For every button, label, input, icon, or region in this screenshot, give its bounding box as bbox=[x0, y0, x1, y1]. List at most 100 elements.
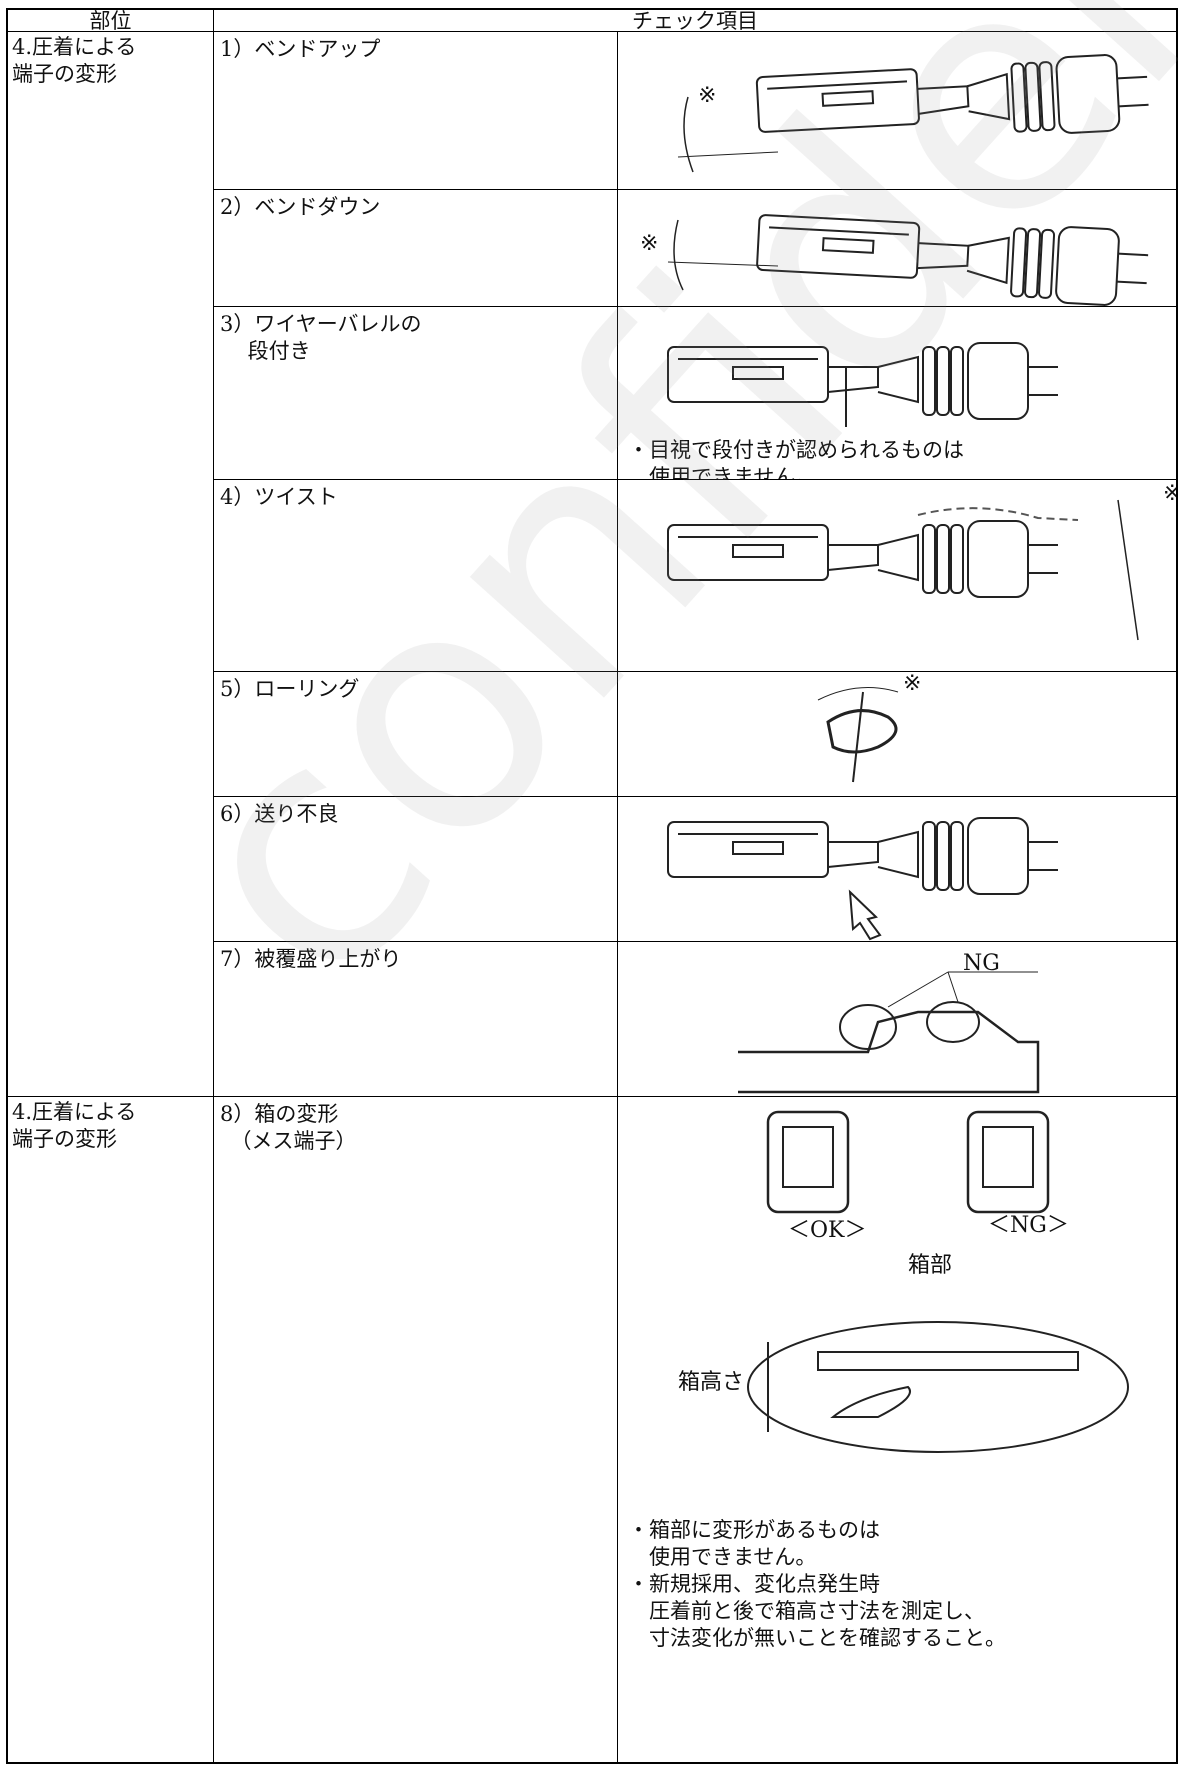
shape bbox=[917, 85, 970, 115]
shape bbox=[827, 841, 879, 868]
figure bbox=[738, 971, 1040, 1094]
shape bbox=[926, 1001, 980, 1043]
figure-cell: ※ bbox=[618, 672, 1176, 797]
item-cell: 2）ベンドダウン bbox=[214, 190, 618, 307]
shape bbox=[1010, 62, 1028, 133]
figure bbox=[747, 1110, 1129, 1453]
figure-cell: ※ bbox=[618, 32, 1176, 190]
shape bbox=[877, 830, 919, 879]
note-text: ・新規採用、変化点発生時 bbox=[628, 1572, 880, 1596]
figure-label: ※ bbox=[698, 83, 717, 108]
figure-cell: ・目視で段付きが認められるものは 使用できません。 bbox=[618, 307, 1176, 480]
figure-label: ＜OK＞ bbox=[788, 1218, 867, 1243]
figure-cell: ＜OK＞ ＜NG＞ 箱部箱高さ・箱部に変形があるものは 使用できません。・新規採用、… bbox=[618, 1097, 1176, 1764]
shape bbox=[950, 346, 964, 416]
shape bbox=[922, 524, 936, 594]
shape bbox=[1038, 228, 1056, 299]
shape bbox=[839, 1004, 897, 1050]
shape bbox=[827, 366, 879, 393]
part-text: 端子の変形 bbox=[12, 62, 117, 86]
shape bbox=[950, 821, 964, 891]
item-text: 1）ベンドアップ bbox=[220, 37, 381, 61]
note-text: 寸法変化が無いことを確認すること。 bbox=[628, 1626, 1006, 1650]
item-text: 段付き bbox=[220, 339, 311, 363]
part-cell: 4.圧着による 端子の変形 bbox=[8, 1097, 214, 1764]
shape bbox=[667, 524, 829, 581]
shape bbox=[738, 1010, 1040, 1094]
shape bbox=[667, 342, 1058, 420]
note-text: 圧着前と後で箱高さ寸法を測定し、 bbox=[628, 1599, 985, 1623]
shape bbox=[950, 524, 964, 594]
shape bbox=[1116, 280, 1147, 285]
item-cell: 3）ワイヤーバレルの 段付き bbox=[214, 307, 618, 480]
shape bbox=[821, 237, 875, 254]
item-text: （メス端子） bbox=[220, 1129, 357, 1153]
figure-label: ※ bbox=[1163, 480, 1176, 507]
shape bbox=[982, 1126, 1034, 1188]
figure bbox=[677, 54, 1149, 173]
shape bbox=[848, 889, 882, 941]
shape bbox=[767, 80, 908, 90]
header-check: チェック項目 bbox=[214, 10, 1176, 32]
shape bbox=[755, 68, 920, 133]
shape bbox=[1010, 227, 1028, 298]
item-cell: 8）箱の変形 （メス端子） bbox=[214, 1097, 618, 1764]
shape bbox=[922, 821, 936, 891]
note-text: 使用できません。 bbox=[628, 465, 817, 480]
shape bbox=[667, 346, 829, 403]
item-cell: 6）送り不良 bbox=[214, 797, 618, 942]
shape bbox=[1118, 252, 1149, 257]
shape bbox=[1055, 226, 1120, 306]
figure-cell: ※ bbox=[618, 190, 1176, 307]
shape bbox=[673, 219, 684, 291]
figure-label: 箱部 bbox=[908, 1252, 953, 1279]
note-text: ・箱部に変形があるものは bbox=[628, 1518, 880, 1542]
item-text: 3）ワイヤーバレルの bbox=[220, 312, 422, 336]
shape bbox=[1024, 61, 1042, 132]
shape bbox=[917, 242, 970, 270]
shape bbox=[817, 1351, 1079, 1371]
figure-cell: ※ bbox=[618, 480, 1176, 672]
figure bbox=[667, 214, 1149, 306]
item-text: 6）送り不良 bbox=[220, 802, 339, 826]
shape bbox=[821, 90, 875, 107]
shape bbox=[1117, 499, 1139, 641]
shape bbox=[732, 544, 784, 558]
figure bbox=[667, 499, 1139, 641]
shape bbox=[1117, 75, 1148, 80]
figure-label: ＜NG＞ bbox=[988, 1213, 1069, 1238]
table: 部位 チェック項目 4.圧着による 端子の変形 1）ベンドアップ ※ 2）ベンドダウン ※ 3）… bbox=[6, 8, 1178, 1764]
shape bbox=[683, 96, 694, 173]
item-text: 2）ベンドダウン bbox=[220, 195, 381, 219]
figure-label: NG bbox=[963, 951, 1000, 976]
note-text: 使用できません。 bbox=[628, 1545, 817, 1569]
shape bbox=[877, 533, 919, 582]
shape bbox=[667, 261, 779, 267]
shape bbox=[967, 72, 1011, 121]
shape bbox=[967, 817, 1029, 895]
shape bbox=[827, 544, 879, 571]
shape bbox=[732, 366, 784, 380]
shape bbox=[756, 214, 1149, 306]
shape bbox=[826, 709, 898, 754]
item-cell: 7）被覆盛り上がり bbox=[214, 942, 618, 1097]
figure-label: 箱高さ bbox=[678, 1369, 745, 1396]
figure bbox=[817, 687, 899, 783]
shape bbox=[1118, 103, 1149, 108]
shape bbox=[1055, 54, 1121, 134]
shape bbox=[1038, 61, 1056, 132]
figure bbox=[667, 817, 1058, 941]
note-text: ・目視で段付きが認められるものは bbox=[628, 438, 964, 462]
shape bbox=[755, 54, 1149, 134]
shape bbox=[817, 687, 899, 701]
shape bbox=[1024, 228, 1042, 299]
item-text: 5）ローリング bbox=[220, 677, 360, 701]
item-cell: 4）ツイスト bbox=[214, 480, 618, 672]
figure-cell: NG bbox=[618, 942, 1176, 1097]
shape bbox=[887, 971, 949, 1008]
shape bbox=[917, 507, 1079, 521]
part-cell: 4.圧着による 端子の変形 bbox=[8, 32, 214, 1097]
shape bbox=[769, 226, 909, 236]
item-cell: 1）ベンドアップ bbox=[214, 32, 618, 190]
